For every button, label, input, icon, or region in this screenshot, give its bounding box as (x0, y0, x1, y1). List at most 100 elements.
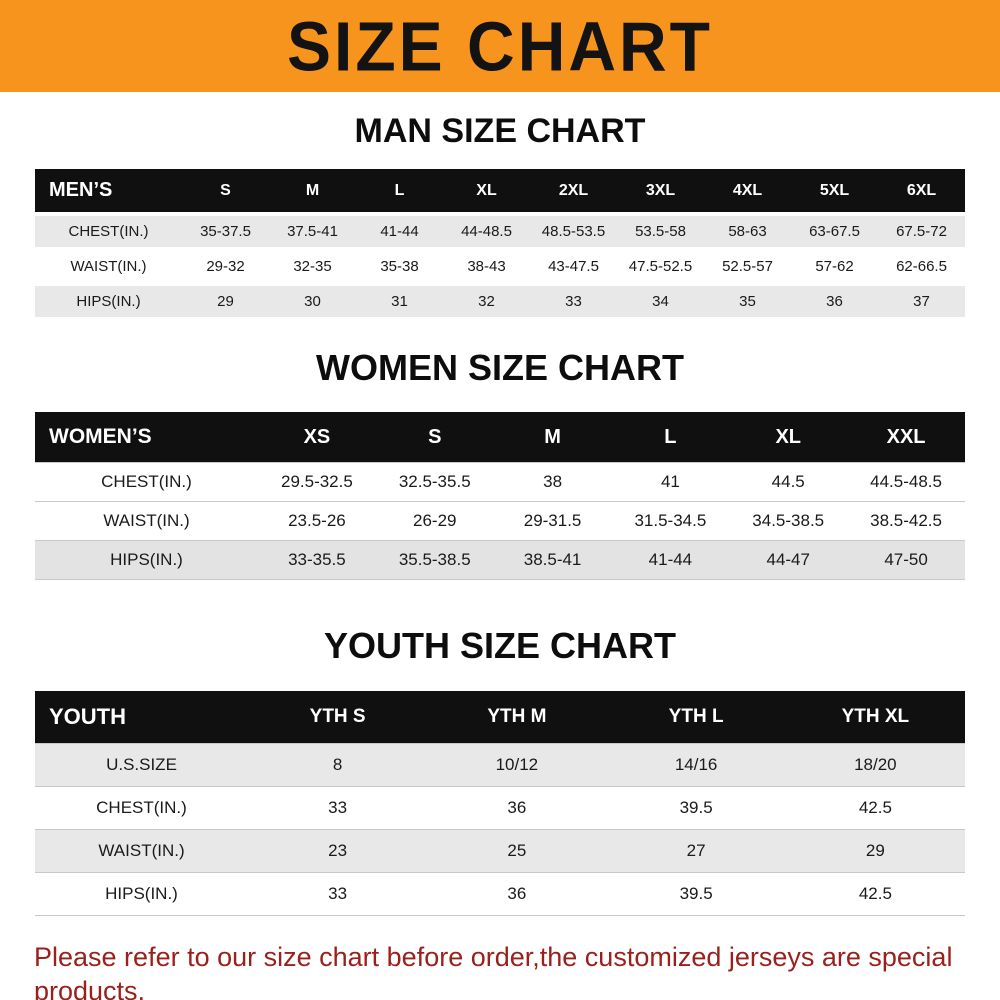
women-section-heading: WOMEN SIZE CHART (316, 347, 684, 389)
header-row: YOUTH YTH S YTH M YTH L YTH XL (35, 690, 965, 744)
row-label: WAIST(IN.) (70, 258, 147, 276)
size-value: 58-63 (728, 223, 767, 241)
size-value: 36 (507, 797, 527, 817)
size-value: 31 (391, 293, 408, 311)
size-column-header: 5XL (791, 169, 878, 215)
size-value: 25 (507, 840, 527, 860)
size-value: 31.5-34.5 (634, 511, 707, 531)
size-column-header: 6XL (878, 169, 965, 215)
size-value: 30 (304, 293, 321, 311)
size-value: 29-32 (206, 258, 245, 276)
size-value: 37.5-41 (287, 223, 338, 241)
section-women: WOMEN SIZE CHART WOMEN’S XS S M L XL XXL CHEST(… (0, 347, 1000, 580)
size-value: 32 (478, 293, 495, 311)
size-value: 34 (652, 293, 669, 311)
size-column-header: XL (443, 169, 530, 215)
size-value: 62-66.5 (896, 258, 947, 276)
size-column-header: YTH S (248, 690, 428, 744)
row-label: HIPS(IN.) (110, 550, 183, 570)
size-value: 33 (565, 293, 582, 311)
size-value: 29 (217, 293, 234, 311)
size-column-header: YTH XL (785, 690, 965, 744)
size-value: 35-38 (380, 258, 419, 276)
men-section-heading: MAN SIZE CHART (354, 112, 646, 150)
table-row: WAIST(IN.) 29-32 32-35 35-38 38-43 43-47.5 47.… (35, 249, 965, 284)
section-youth: YOUTH SIZE CHART YOUTH YTH S YTH M YTH L YTH… (0, 625, 1000, 916)
size-value: 35 (739, 293, 756, 311)
size-value: 23 (328, 840, 348, 860)
size-value: 41-44 (380, 223, 419, 241)
size-value: 23.5-26 (288, 511, 346, 531)
row-label: WAIST(IN.) (103, 511, 190, 531)
size-value: 63-67.5 (809, 223, 860, 241)
size-value: 27 (686, 840, 706, 860)
size-value: 32.5-35.5 (398, 472, 471, 492)
size-value: 41 (660, 472, 680, 492)
table-row: CHEST(IN.) 29.5-32.5 32.5-35.5 38 41 44.5 44.5… (35, 462, 965, 502)
table-row: CHEST(IN.) 33 36 39.5 42.5 (35, 786, 965, 830)
size-column-header: YTH M (427, 690, 607, 744)
size-value: 53.5-58 (635, 223, 686, 241)
size-value: 52.5-57 (722, 258, 773, 276)
size-value: 26-29 (413, 511, 457, 531)
table-label-header: WOMEN’S (35, 412, 258, 463)
size-value: 29.5-32.5 (280, 472, 353, 492)
size-column-header: L (611, 412, 730, 463)
row-label: WAIST(IN.) (98, 840, 185, 860)
youth-size-table: YOUTH YTH S YTH M YTH L YTH XL U.S.SIZE 8 10/12… (35, 690, 965, 916)
size-value: 10/12 (495, 754, 539, 774)
youth-section-heading: YOUTH SIZE CHART (323, 625, 676, 667)
row-label: HIPS(IN.) (105, 883, 178, 903)
size-column-header: S (375, 412, 494, 463)
size-column-header: M (269, 169, 356, 215)
table-label-header: YOUTH (35, 690, 248, 744)
size-column-header: YTH L (606, 690, 786, 744)
size-value: 47-50 (884, 550, 928, 570)
size-value: 37 (913, 293, 930, 311)
size-value: 41-44 (648, 550, 693, 570)
size-value: 42.5 (858, 883, 892, 903)
size-value: 39.5 (679, 797, 713, 817)
row-label: U.S.SIZE (106, 754, 177, 774)
size-value: 8 (332, 754, 343, 774)
header-row: WOMEN’S XS S M L XL XXL (35, 412, 965, 463)
size-value: 38.5-42.5 (870, 511, 942, 531)
size-column-header: S (182, 169, 269, 215)
size-column-header: M (493, 412, 612, 463)
table-row: WAIST(IN.) 23 25 27 29 (35, 829, 965, 873)
size-value: 57-62 (815, 258, 854, 276)
size-value: 43-47.5 (548, 258, 599, 276)
size-value: 32-35 (293, 258, 332, 276)
size-value: 35-37.5 (200, 223, 251, 241)
size-column-header: XXL (847, 412, 965, 463)
size-column-header: 4XL (704, 169, 791, 215)
size-column-header: XL (729, 412, 848, 463)
size-column-header: 3XL (617, 169, 704, 215)
row-label: CHEST(IN.) (96, 797, 187, 817)
size-value: 38-43 (467, 258, 506, 276)
table-row: HIPS(IN.) 33 36 39.5 42.5 (35, 872, 965, 916)
size-column-header: XS (258, 412, 376, 463)
size-value: 38 (543, 472, 563, 492)
size-value: 34.5-38.5 (752, 511, 825, 531)
size-value: 44-48.5 (461, 223, 512, 241)
table-row: HIPS(IN.) 33-35.5 35.5-38.5 38.5-41 41-44 44-… (35, 540, 965, 580)
size-column-header: 2XL (530, 169, 617, 215)
size-value: 29 (865, 840, 885, 860)
size-value: 67.5-72 (896, 223, 947, 241)
banner: SIZE CHART (0, 0, 1000, 92)
size-value: 18/20 (854, 754, 897, 774)
table-row: WAIST(IN.) 23.5-26 26-29 29-31.5 31.5-34.5 34… (35, 501, 965, 541)
table-row: CHEST(IN.) 35-37.5 37.5-41 41-44 44-48.5 48.5… (35, 214, 965, 250)
women-size-table: WOMEN’S XS S M L XL XXL CHEST(IN.) 29.5-32.5 32.5… (35, 412, 965, 580)
size-value: 35.5-38.5 (398, 550, 471, 570)
size-value: 39.5 (679, 883, 713, 903)
table-row: U.S.SIZE 8 10/12 14/16 18/20 (35, 743, 965, 787)
size-value: 33 (328, 883, 348, 903)
notice-line-1: Please refer to our size chart before or… (34, 941, 953, 1000)
size-value: 33 (328, 797, 348, 817)
men-size-table: MEN’S S M L XL 2XL 3XL 4XL 5XL 6XL CHEST(IN.) 35-37… (35, 169, 965, 318)
size-value: 44.5 (771, 472, 805, 492)
size-value: 48.5-53.5 (541, 223, 606, 241)
